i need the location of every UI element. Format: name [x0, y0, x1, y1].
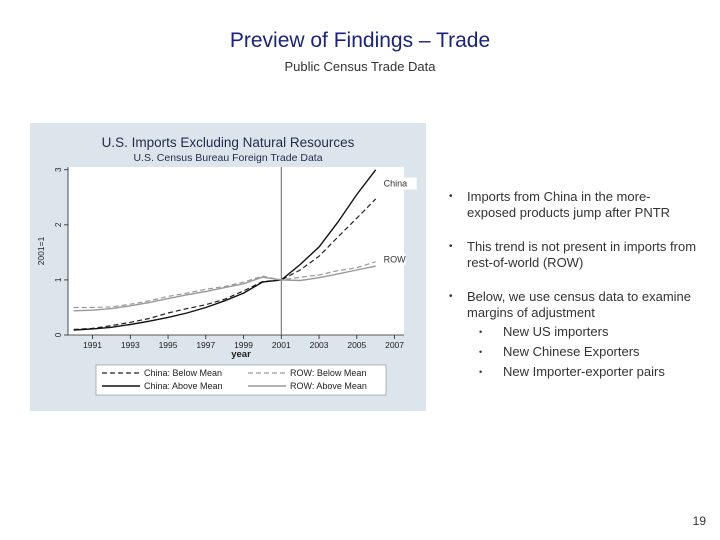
sub-bullet-list: • New US importers • New Chinese Exporte… — [467, 324, 697, 380]
bullet-dot-icon: • — [449, 241, 453, 252]
legend-label: ROW: Below Mean — [290, 368, 366, 378]
slide-title: Preview of Findings – Trade — [229, 29, 491, 52]
bullet-item: • Below, we use census data to examine m… — [447, 289, 697, 380]
legend-label: China: Below Mean — [144, 368, 222, 378]
bullet-dot-icon: • — [479, 347, 483, 357]
annotation-background — [380, 253, 406, 266]
legend-box — [95, 364, 387, 396]
annotation-label: China — [384, 179, 408, 189]
page-number: 19 — [692, 514, 706, 528]
x-tick-label: 1993 — [121, 340, 140, 350]
x-tick-label: 2007 — [385, 340, 404, 350]
bullet-text: This trend is not present in imports fro… — [467, 239, 697, 270]
series-line — [73, 265, 376, 312]
bullet-dot-icon: • — [479, 367, 483, 377]
x-tick-label: 2001 — [272, 340, 291, 350]
sub-bullet-text: New US importers — [503, 324, 609, 339]
bullet-item: • This trend is not present in imports f… — [447, 239, 697, 271]
slide-subtitle: Public Census Trade Data — [284, 59, 436, 74]
y-tick-label: 1 — [54, 277, 63, 282]
x-axis-label: year — [231, 349, 251, 360]
y-tick-label: 2 — [54, 222, 63, 227]
x-tick-label: 1991 — [83, 340, 102, 350]
series-line — [73, 261, 376, 309]
bullet-dot-icon: • — [479, 327, 483, 337]
annotation-label: ROW — [384, 255, 407, 265]
x-tick-label: 1999 — [234, 340, 253, 350]
sub-bullet-text: New Chinese Exporters — [503, 344, 640, 359]
x-tick-label: 1997 — [196, 340, 215, 350]
annotation-background — [380, 177, 417, 190]
plot-area — [68, 167, 404, 335]
line-chart: U.S. Imports Excluding Natural Resources… — [30, 123, 426, 411]
chart-title: U.S. Imports Excluding Natural Resources — [102, 135, 355, 150]
sub-bullet-item: • New Chinese Exporters — [467, 344, 697, 360]
bullet-dot-icon: • — [449, 191, 453, 202]
sub-bullet-item: • New US importers — [467, 324, 697, 340]
chart-subtitle: U.S. Census Bureau Foreign Trade Data — [133, 152, 322, 164]
sub-bullet-item: • New Importer-exporter pairs — [467, 364, 697, 380]
bullet-text: Imports from China in the more-exposed p… — [467, 189, 671, 220]
series-line — [73, 198, 377, 331]
legend-label: ROW: Above Mean — [290, 381, 367, 391]
y-axis-label: 2001=1 — [36, 236, 46, 265]
y-tick-label: 0 — [54, 332, 63, 337]
x-tick-label: 2003 — [310, 340, 329, 350]
bullet-list: • Imports from China in the more-exposed… — [447, 189, 697, 398]
y-tick-label: 3 — [54, 167, 63, 172]
sub-bullet-text: New Importer-exporter pairs — [503, 364, 665, 379]
series-line — [73, 169, 377, 331]
chart-container: U.S. Imports Excluding Natural Resources… — [30, 123, 426, 411]
bullet-dot-icon: • — [449, 291, 453, 302]
x-tick-label: 1995 — [159, 340, 178, 350]
x-tick-label: 2005 — [347, 340, 366, 350]
legend-label: China: Above Mean — [144, 381, 223, 391]
bullet-item: • Imports from China in the more-exposed… — [447, 189, 697, 221]
bullet-text: Below, we use census data to examine mar… — [467, 289, 692, 320]
